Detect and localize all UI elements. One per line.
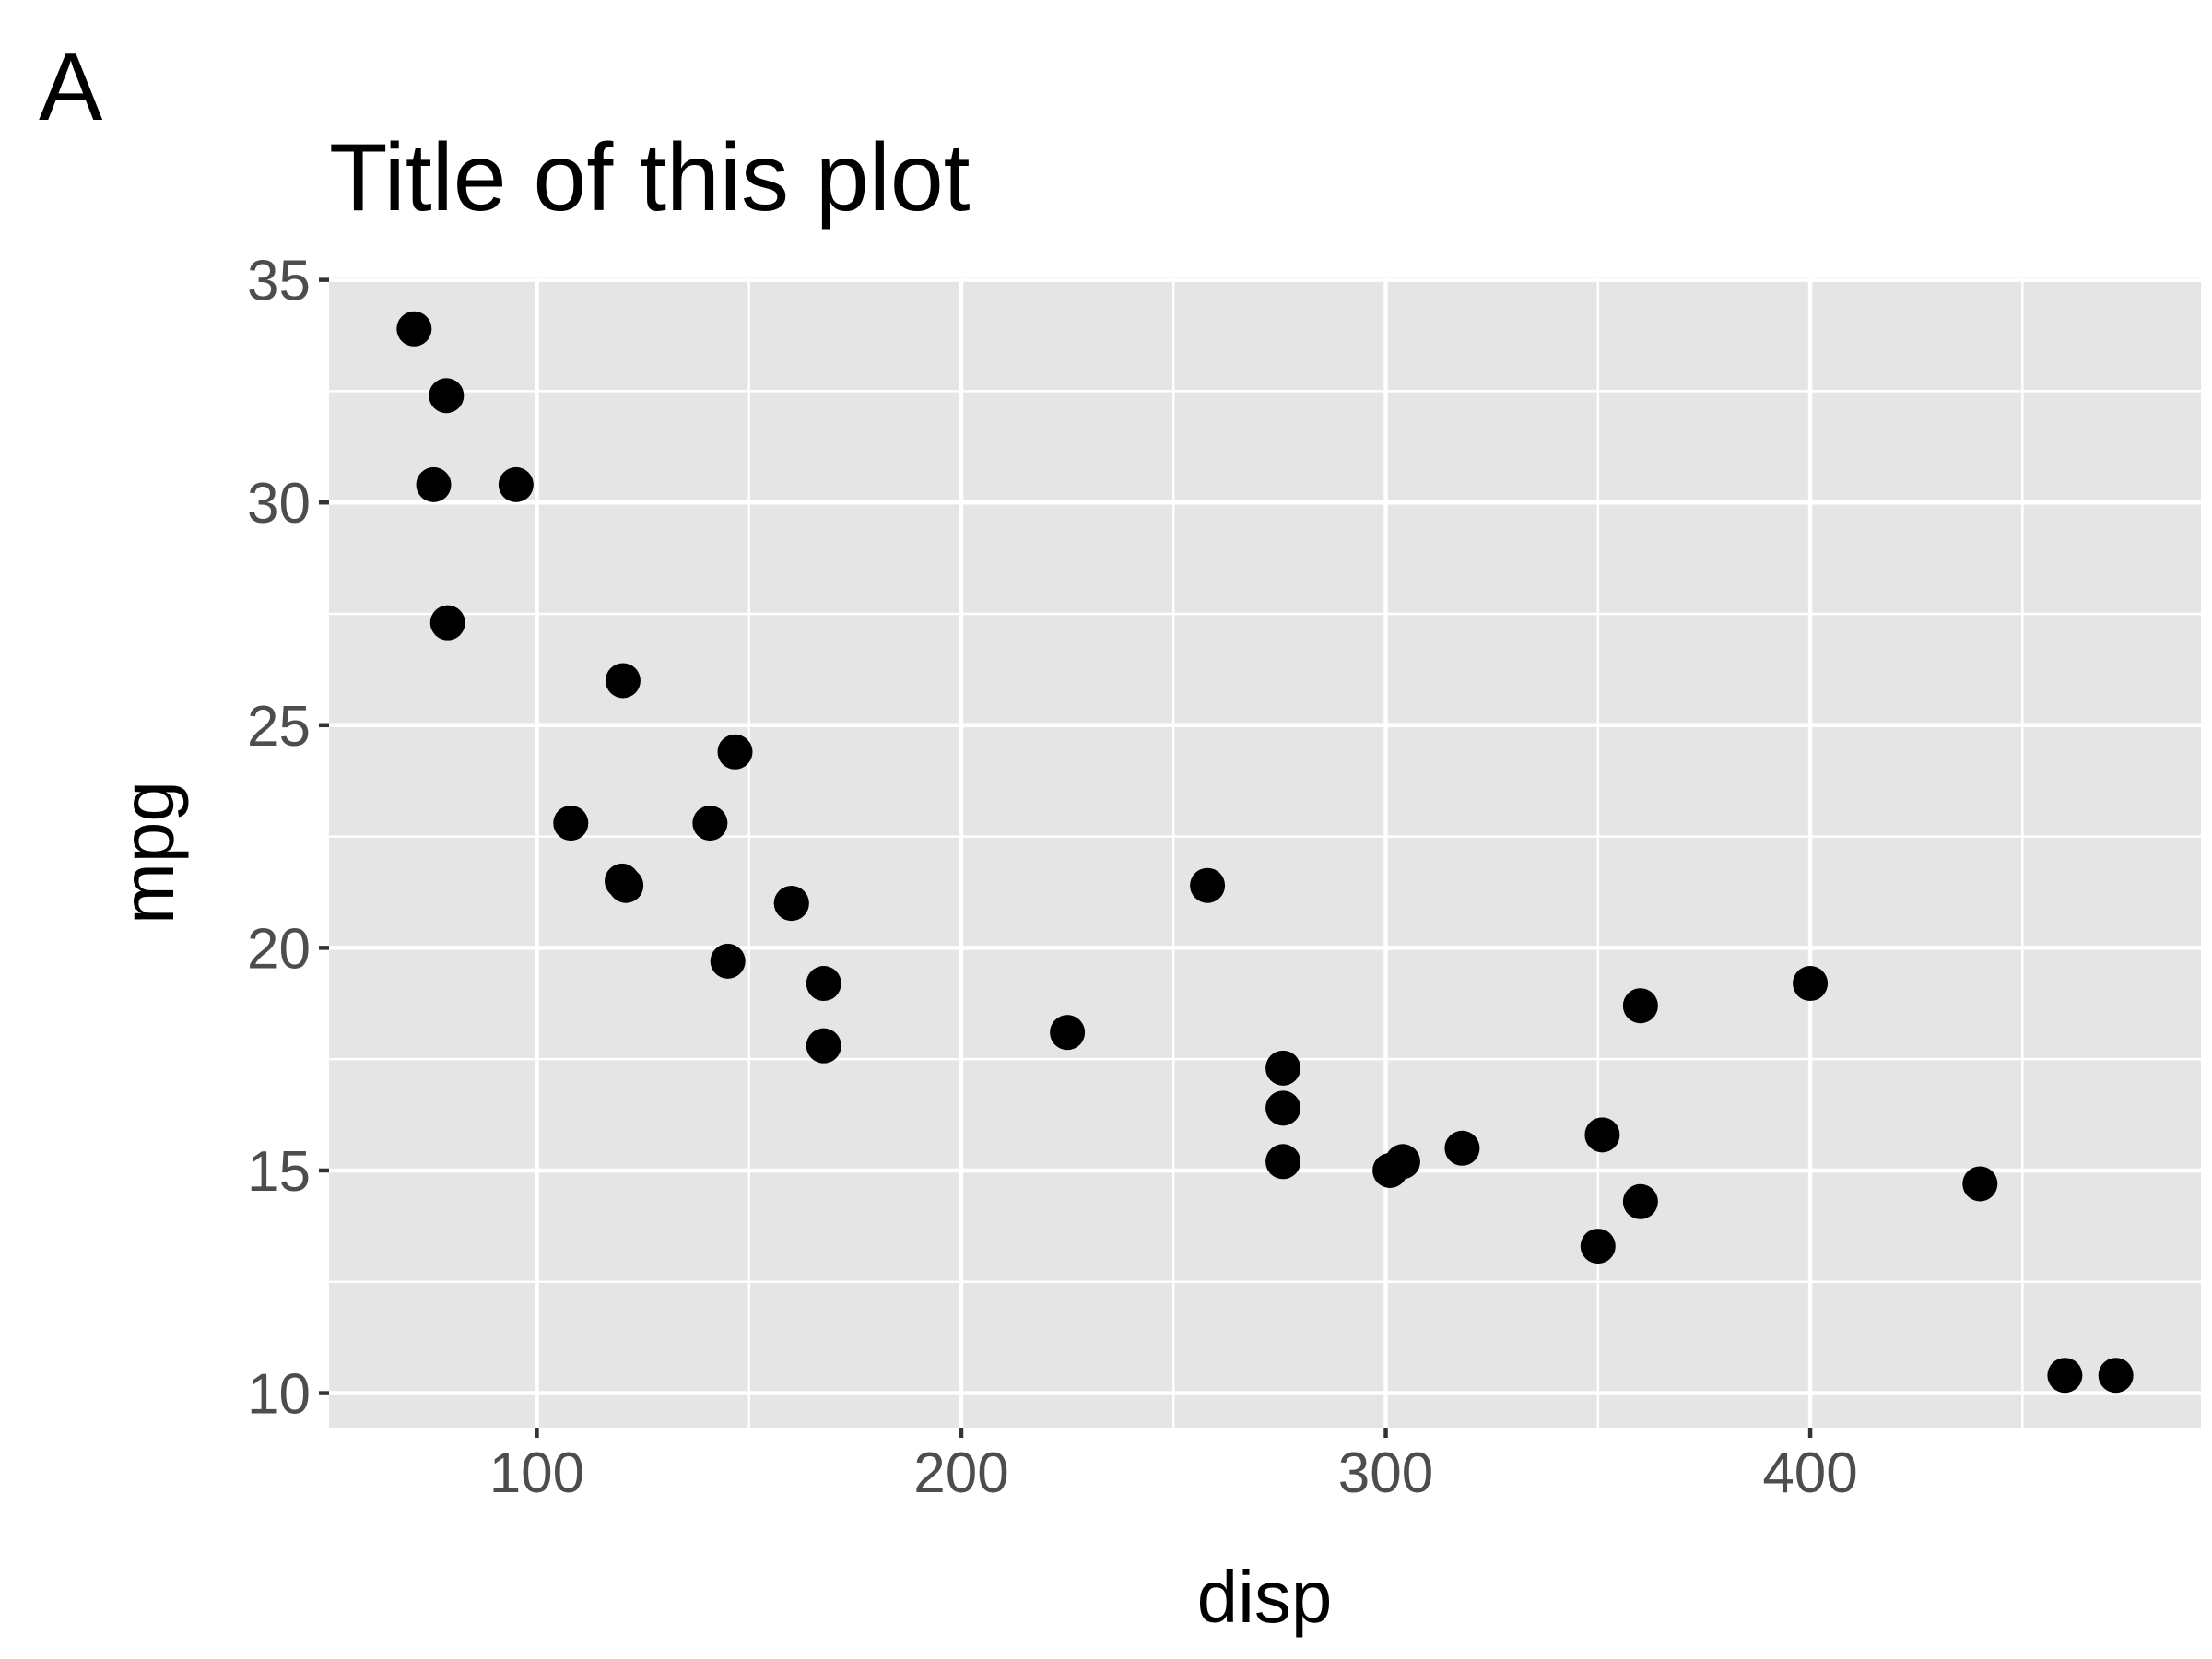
y-tick-label: 30 <box>247 472 311 535</box>
point <box>806 966 841 1002</box>
y-axis-title: mpg <box>107 781 189 924</box>
point <box>1622 1183 1658 1219</box>
point <box>1584 1117 1620 1153</box>
point <box>1050 1015 1086 1051</box>
x-tick-label: 200 <box>913 1441 1008 1505</box>
y-tick-label: 10 <box>247 1363 311 1427</box>
x-tick-label: 300 <box>1338 1441 1433 1505</box>
point <box>1265 1090 1301 1126</box>
y-tick-label: 35 <box>247 250 311 313</box>
y-tick-label: 25 <box>247 695 311 759</box>
point <box>416 466 452 502</box>
point <box>2047 1358 2083 1394</box>
point <box>553 806 589 841</box>
point <box>717 734 753 770</box>
point <box>1265 1050 1301 1086</box>
point <box>773 886 809 922</box>
point <box>710 943 746 979</box>
point <box>605 663 641 699</box>
point <box>429 378 465 414</box>
point <box>1372 1152 1408 1188</box>
y-tick-label: 20 <box>247 917 311 981</box>
point <box>396 311 432 347</box>
point <box>806 1028 841 1064</box>
point <box>1190 867 1226 903</box>
point <box>1444 1130 1480 1166</box>
point <box>1622 988 1658 1024</box>
point <box>2098 1358 2134 1394</box>
plot-panel <box>329 276 2201 1428</box>
point <box>429 605 465 641</box>
point <box>1793 966 1829 1002</box>
point <box>1265 1144 1301 1180</box>
x-axis-title: disp <box>1197 1556 1333 1638</box>
point <box>1962 1166 1998 1202</box>
y-tick-label: 15 <box>247 1140 311 1204</box>
point <box>1580 1229 1616 1265</box>
x-tick-label: 400 <box>1762 1441 1857 1505</box>
point <box>498 466 534 502</box>
x-tick-label: 100 <box>489 1441 584 1505</box>
point <box>692 806 728 841</box>
point <box>608 867 644 903</box>
plot-tag: A <box>39 34 103 141</box>
chart-title: Title of this plot <box>329 124 971 231</box>
